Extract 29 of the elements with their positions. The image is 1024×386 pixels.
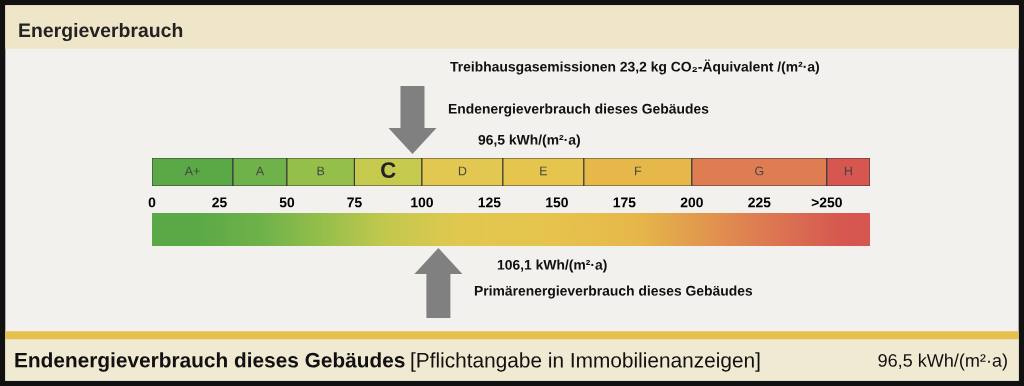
text: Treibhausgasemissionen 23,2 kg CO₂-Äquivalent /(m²·a): [450, 59, 819, 75]
series-label: C: [381, 162, 396, 178]
x-tick-label: 200: [680, 197, 703, 208]
x-tick-label: 150: [546, 197, 568, 208]
text: [Pflichtangabe in Immobilienanzeigen]: [411, 352, 760, 372]
text: 106,1 kWh/(m²·a): [497, 259, 607, 273]
series-label: G: [755, 166, 764, 176]
series-label: A: [255, 166, 265, 176]
x-tick-label: >250: [811, 197, 842, 208]
x-tick-label: 100: [411, 197, 433, 208]
x-tick-label: 125: [478, 197, 501, 208]
series-label: D: [458, 166, 467, 176]
series-label: E: [540, 166, 548, 176]
chart-title: Energieverbrauch: [19, 22, 183, 42]
text: 96,5 kWh/(m²·a): [478, 134, 580, 148]
x-tick-label: 25: [212, 197, 227, 208]
series-label: H: [844, 166, 852, 176]
series-label: F: [635, 166, 642, 176]
text: Primärenergieverbrauch dieses Gebäudes: [474, 285, 753, 299]
text: 96,5 kWh/(m²·a): [878, 353, 1007, 371]
text: Endenergieverbrauch dieses Gebäudes: [448, 103, 709, 117]
x-tick-label: 175: [613, 197, 636, 208]
x-tick-label: 50: [279, 197, 295, 208]
x-tick-label: 75: [347, 197, 362, 208]
x-tick-label: 225: [748, 197, 771, 208]
x-tick-label: 0: [148, 197, 156, 208]
text: Endenergieverbrauch dieses Gebäudes: [15, 352, 405, 372]
series-label: A+: [184, 166, 200, 176]
series-label: B: [317, 166, 325, 176]
